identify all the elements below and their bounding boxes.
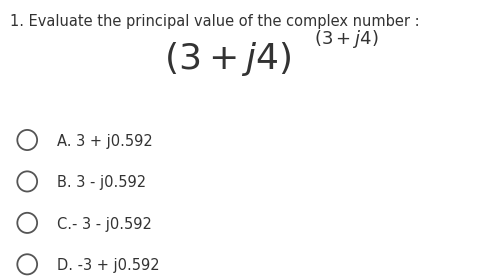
Text: 1. Evaluate the principal value of the complex number :: 1. Evaluate the principal value of the c… [10,14,420,29]
Text: A. 3 + j0.592: A. 3 + j0.592 [57,134,152,149]
Text: C.- 3 - j0.592: C.- 3 - j0.592 [57,217,152,232]
Text: $(3 + j4)$: $(3 + j4)$ [164,40,292,78]
Text: B. 3 - j0.592: B. 3 - j0.592 [57,175,146,190]
Text: $(3+j4)$: $(3+j4)$ [314,28,379,50]
Text: D. -3 + j0.592: D. -3 + j0.592 [57,258,159,273]
